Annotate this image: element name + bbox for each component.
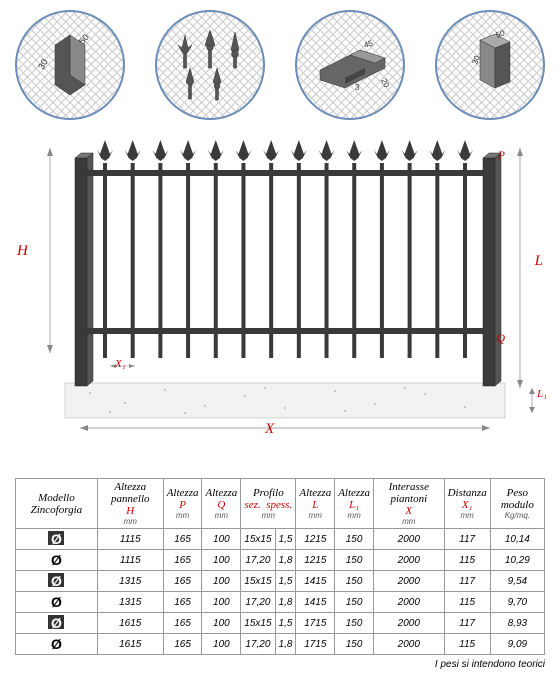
svg-text:3: 3 [355,83,360,92]
col-header: Interasse piantoniXmm [373,479,444,529]
col-header: Profilosez. spess.mm [241,479,296,529]
col-header: Modello Zincoforgia [16,479,98,529]
col-header: DistanzaX₁mm [444,479,490,529]
detail-bubble-angle1: 30 50 [15,10,125,120]
svg-text:50: 50 [495,30,507,40]
col-header: Altezza pannelloHmm [97,479,163,529]
fence-diagram: H L P Q X₁ L₁ X [15,128,545,463]
dim-L: L [535,253,543,270]
dim-P: P [498,148,505,163]
col-header: AltezzaQmm [202,479,241,529]
col-header: AltezzaPmm [163,479,202,529]
col-header: AltezzaLmm [296,479,335,529]
dim-Q: Q [496,331,505,346]
detail-bubble-angle2: 50 30 [435,10,545,120]
svg-text:20: 20 [379,77,391,89]
table-header-row: Modello ZincoforgiaAltezza pannelloHmmAl… [16,479,545,529]
detail-bubble-flat: 45 20 3 [295,10,405,120]
table-row: Ø 1315165100 15x151,5 141515020001179,54 [16,571,545,592]
table-row: Ø 1615165100 17,201,8 171515020001159,09 [16,634,545,655]
fence-svg [35,128,535,438]
page: 30 50 [0,0,560,680]
dim-L1: L₁ [537,388,547,400]
spec-table-wrap: Modello ZincoforgiaAltezza pannelloHmmAl… [15,478,545,670]
detail-bubbles-row: 30 50 [15,10,545,120]
table-row: Ø 1615165100 15x151,5 171515020001178,93 [16,613,545,634]
dim-X1: X₁ [115,358,126,370]
dim-H: H [17,243,28,260]
svg-text:45: 45 [363,38,375,49]
table-row: Ø 1315165100 17,201,8 141515020001159,70 [16,592,545,613]
footnote: I pesi si intendono teorici [15,659,545,670]
dim-X: X [265,421,274,438]
svg-text:30: 30 [36,57,50,71]
spec-table: Modello ZincoforgiaAltezza pannelloHmmAl… [15,478,545,655]
table-row: Ø 1115165100 17,201,8 1215150200011510,2… [16,550,545,571]
detail-bubble-spears [155,10,265,120]
table-row: Ø 1115165100 15x151,5 1215150200011710,1… [16,529,545,550]
col-header: Peso moduloKg/mq. [490,479,544,529]
col-header: AltezzaL₁mm [335,479,374,529]
